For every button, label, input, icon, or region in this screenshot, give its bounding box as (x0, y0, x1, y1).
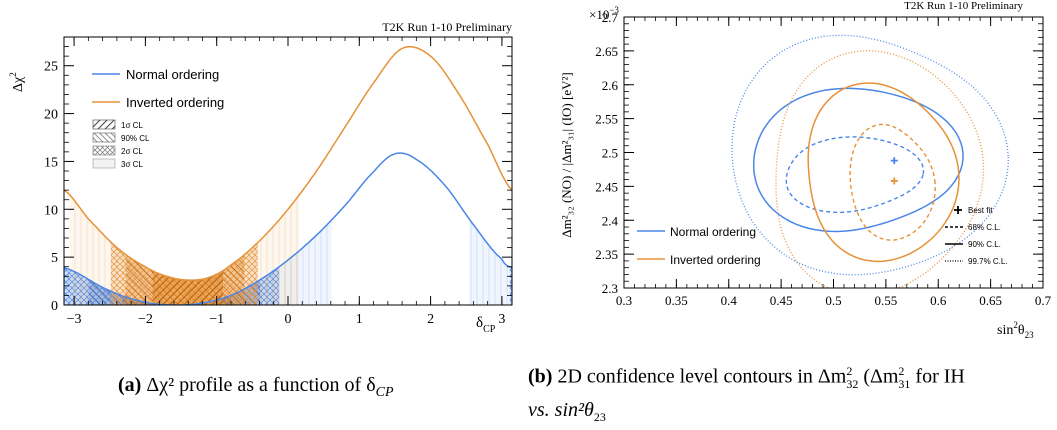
chart-title: T2K Run 1-10 Preliminary (382, 20, 512, 34)
svg-text:Δχ2: Δχ2 (8, 72, 26, 92)
caption-a: (a) Δχ² profile as a function of δCP (118, 372, 394, 406)
caption-b-tail: for IH (910, 365, 965, 388)
y-tick-label: 2.7 (602, 10, 619, 25)
cl-legend-label-3sigma: 3σ CL (121, 160, 143, 169)
caption-a-label: (a) (118, 374, 142, 396)
y-multiplier: ×10−3 (589, 5, 619, 22)
x-axis-label-right-tail: θ (1018, 323, 1025, 338)
svg-text:δCP: δCP (476, 315, 496, 335)
cl-legend-swatch-90 (92, 132, 116, 143)
y-tick-label: 15 (44, 155, 58, 170)
series-line-normal (64, 152, 512, 305)
legend-marker-bestfit (954, 206, 962, 214)
contour-inverted-68 (849, 123, 936, 241)
y-tick-label: 2.65 (595, 44, 618, 59)
y-axis-label-right: Δm²₃₂ (NO) / |Δm²₃₁| (IO) [eV²] (559, 72, 574, 237)
legend-label-normal-right: Normal ordering (670, 225, 756, 239)
chart-title-right: T2K Run 1-10 Preliminary (904, 0, 1023, 12)
y-tick-label: 10 (44, 203, 58, 218)
y-tick-label: 2.4 (602, 213, 619, 228)
y-multiplier-exp: −3 (609, 5, 619, 15)
svg-text:×10−3: ×10−3 (589, 5, 619, 22)
x-tick-label: 0.35 (665, 293, 688, 308)
caption-b-sq2: 2 (898, 364, 905, 378)
best-fit-marker-inverted (890, 177, 898, 185)
best-fit-marker-normal (890, 157, 898, 165)
legend-label-997: 99.7% C.L. (968, 257, 1008, 266)
x-tick-label: 0.55 (875, 293, 898, 308)
x-tick-label: −1 (209, 312, 224, 327)
y-tick-label: 2.55 (595, 112, 618, 127)
cl-legend-label-2sigma: 2σ CL (121, 147, 143, 156)
x-tick-label: 0.45 (770, 293, 793, 308)
x-tick-label: 0.4 (721, 293, 738, 308)
x-tick-label: 0 (285, 312, 292, 327)
y-tick-label: 2.45 (595, 179, 618, 194)
caption-b-sub2: 31 (898, 376, 911, 391)
x-axis-label: δCP (476, 315, 496, 335)
x-tick-label: 0.65 (979, 293, 1002, 308)
caption-b-label: (b) (528, 365, 553, 388)
x-axis-label-sub: CP (483, 324, 496, 335)
svg-text:sin2θ23: sin2θ23 (997, 320, 1034, 340)
legend-label-68: 68% C.L. (968, 223, 1001, 232)
y-axis-label-text: Δχ (11, 76, 26, 92)
x-tick-label: 3 (498, 312, 505, 327)
legend: Normal ordering Inverted ordering 1σ CL … (92, 67, 224, 169)
y-tick-label: 2.6 (602, 78, 619, 93)
caption-b-line2-sub: 23 (593, 409, 606, 424)
caption-b-text: 2D confidence level contours in Δm (557, 365, 847, 388)
contour-normal-997 (731, 34, 1009, 276)
x-tick-label: 0.7 (1035, 293, 1052, 308)
x-tick-label: 2 (427, 312, 434, 327)
x-axis-label-right-sub: 23 (1025, 330, 1035, 340)
legend-label-inverted: Inverted ordering (126, 95, 224, 110)
x-tick-label: 0.5 (825, 293, 841, 308)
x-axis-label-right-sup: 2 (1013, 320, 1018, 330)
cl-legend-swatch-1sigma (92, 119, 116, 130)
delta-chi2-chart: −3 −2 −1 0 1 2 3 0 5 10 15 20 25 T2K Run 1-10 Prelim… (8, 20, 513, 335)
cl-legend-label-90: 90% CL (121, 134, 150, 143)
cl-legend-label-1sigma: 1σ CL (121, 121, 143, 130)
x-tick-label: −2 (138, 312, 153, 327)
y-tick-label: 2.3 (602, 281, 618, 296)
legend-label-normal: Normal ordering (126, 67, 219, 82)
x-tick-label: 0.6 (930, 293, 947, 308)
legend-right: Normal ordering Inverted ordering Best f… (637, 206, 1008, 267)
x-tick-label: 0.3 (616, 293, 632, 308)
x-tick-label: −3 (67, 312, 82, 327)
y-multiplier-text: ×10 (589, 7, 609, 22)
caption-b-sub1: 32 (846, 376, 859, 391)
caption-b: (b) 2D confidence level contours in Δm23… (528, 358, 1057, 430)
y-tick-label: 20 (44, 108, 58, 123)
contour-normal-90 (752, 87, 964, 233)
y-tick-label: 2.35 (595, 247, 618, 262)
caption-a-text: Δχ² profile as a function of δ (146, 374, 376, 396)
contour-inverted-997 (775, 50, 985, 288)
x-tick-label: 1 (356, 312, 363, 327)
caption-b-line2: vs. sin²θ (528, 398, 594, 421)
x-axis-label-right-text: sin (997, 323, 1013, 338)
y-axis-label-sup: 2 (8, 72, 18, 77)
y-tick-label: 2.5 (602, 146, 618, 161)
caption-b-mid: (Δm (858, 365, 899, 388)
contour-inverted-90 (807, 82, 960, 263)
legend-label-90: 90% C.L. (968, 240, 1001, 249)
legend-label-inverted-right: Inverted ordering (670, 253, 761, 267)
caption-a-sub: CP (375, 385, 394, 400)
x-axis-label-text: δ (476, 315, 483, 331)
y-tick-label: 5 (51, 251, 58, 266)
cl-legend-swatch-2sigma (92, 145, 116, 156)
cl-band-normal-3sigma (469, 219, 512, 305)
caption-b-sq1: 2 (846, 364, 853, 378)
series-line-inverted (64, 45, 512, 281)
x-axis-label-right: sin2θ23 (997, 320, 1034, 340)
y-axis-label: Δχ2 (8, 72, 26, 92)
y-tick-label: 0 (51, 299, 58, 314)
cl-legend-swatch-3sigma (92, 158, 116, 169)
y-tick-label: 25 (44, 60, 58, 75)
legend-label-bestfit: Best fit (968, 206, 993, 215)
contour-normal-68 (785, 136, 925, 214)
contour-chart: 0.3 0.35 0.4 0.45 0.5 0.55 0.6 0.65 0.7 2.3 2.35 2.… (559, 0, 1052, 340)
